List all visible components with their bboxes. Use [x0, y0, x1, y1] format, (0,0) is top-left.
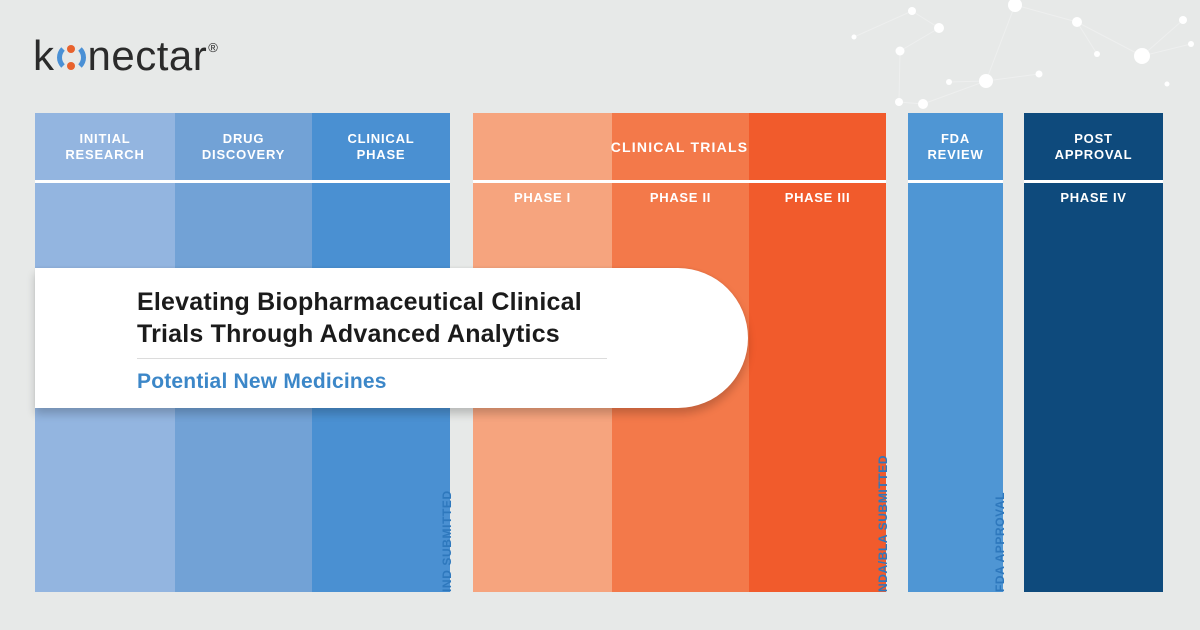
stage-header-label: DRUG DISCOVERY	[201, 130, 286, 162]
stage-header-label: POST APPROVAL	[1054, 130, 1133, 162]
header-divider-line	[312, 180, 450, 183]
logo-o-icon	[56, 43, 86, 72]
header-divider-line	[749, 180, 886, 183]
logo-text-suffix: nectar	[87, 32, 208, 79]
phase-label: PHASE II	[649, 190, 712, 205]
page-subtitle: Potential New Medicines	[137, 370, 387, 393]
header-divider-line	[908, 180, 1003, 183]
stage-header-label: FDA REVIEW	[927, 130, 984, 162]
milestone-fda-approval: FDA APPROVAL	[993, 491, 1007, 592]
clinical-trials-group-header: CLINICAL TRIALS	[610, 138, 749, 155]
stage-header-label: INITIAL RESEARCH	[65, 130, 145, 162]
brand-logo: k nectar®	[33, 24, 218, 80]
header-divider-line	[175, 180, 312, 183]
registered-mark-icon: ®	[208, 40, 219, 55]
milestone-ind-submitted: IND SUBMITTED	[440, 490, 454, 592]
stage-column-phase-3: PHASE III	[749, 113, 886, 592]
phase-label: PHASE IV	[1060, 190, 1127, 205]
milestone-nda-bla-submitted: NDA/BLA SUBMITTED	[876, 454, 890, 592]
network-dots-decoration	[851, 0, 1194, 109]
logo-dot-top	[67, 45, 75, 53]
header-divider-line	[1024, 180, 1163, 183]
title-banner: Elevating Biopharmaceutical Clinical Tri…	[35, 268, 748, 408]
phase-label: PHASE III	[784, 190, 851, 205]
stage-column-post-approval: POST APPROVAL PHASE IV	[1024, 113, 1163, 592]
header-divider-line	[473, 180, 612, 183]
logo-dot-bottom	[67, 62, 75, 70]
stage-column-fda-review: FDA REVIEW	[908, 113, 1003, 592]
phase-label: PHASE I	[514, 190, 571, 205]
title-divider-line	[137, 358, 607, 359]
header-divider-line	[612, 180, 749, 183]
header-divider-line	[35, 180, 175, 183]
stage-header-label: CLINICAL PHASE	[347, 130, 415, 162]
logo-text-prefix: k	[33, 32, 55, 79]
page-title: Elevating Biopharmaceutical Clinical Tri…	[137, 288, 582, 348]
